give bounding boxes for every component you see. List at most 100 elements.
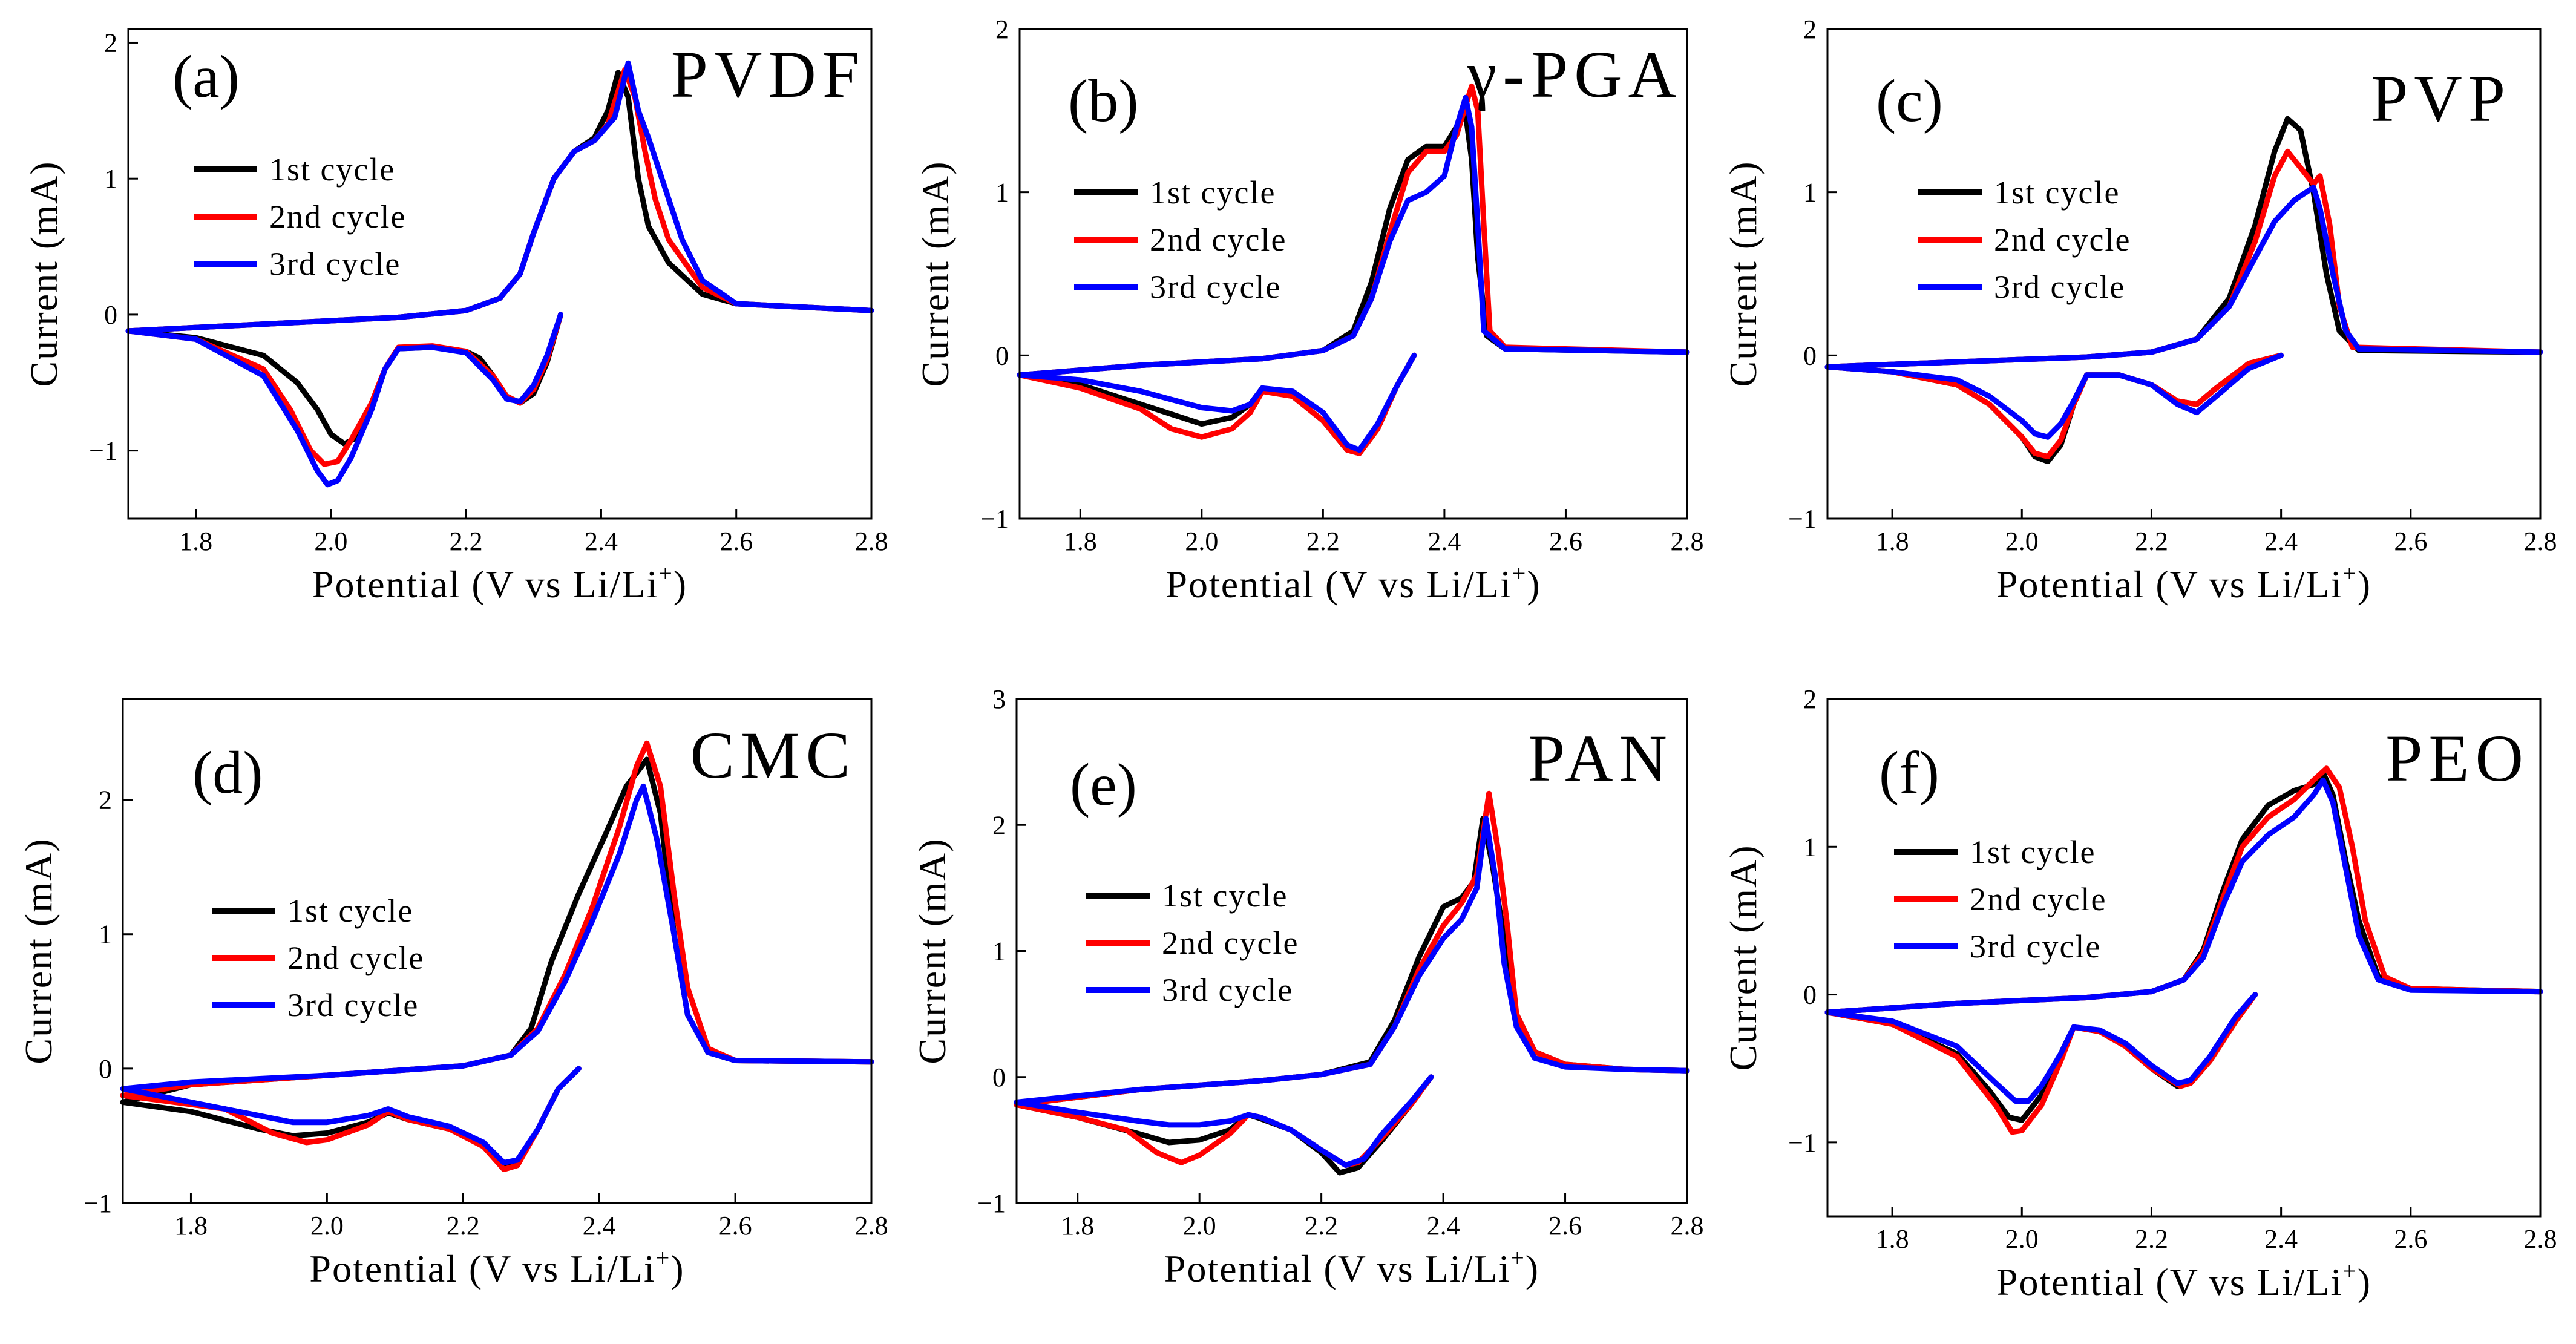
binder-title: CMC bbox=[690, 718, 856, 792]
y-tick-label: 0 bbox=[104, 300, 117, 330]
series-3-anodic-line bbox=[1014, 816, 1690, 1105]
y-axis-title: Current (mA) bbox=[911, 838, 954, 1064]
x-tick-label: 2.4 bbox=[2264, 526, 2298, 556]
series-1-cathodic-line bbox=[1014, 1074, 1434, 1176]
legend-label: 1st cycle bbox=[1150, 174, 1276, 211]
panel-d: 1.8 2.0 2.2 2.4 2.6 2.8 −1 0 1 2 Potential (V vs L… bbox=[17, 698, 888, 1290]
x-tick-label: 2.8 bbox=[855, 1211, 888, 1241]
y-tick-label: 2 bbox=[104, 28, 117, 57]
y-tick-label: 1 bbox=[992, 937, 1006, 966]
y-tick-label: 1 bbox=[1803, 178, 1817, 208]
x-tick-label: 2.8 bbox=[2524, 1224, 2557, 1254]
legend: 1st cycle 2nd cycle 3rd cycle bbox=[1918, 174, 2129, 305]
y-tick-label: −1 bbox=[980, 504, 1009, 534]
y-tick-label: 1 bbox=[1803, 832, 1817, 862]
series-2-anodic-line bbox=[1824, 148, 2543, 370]
x-tick-label: 2.2 bbox=[2135, 1224, 2168, 1254]
panel-e: 1.8 2.0 2.2 2.4 2.6 2.8 −1 0 1 2 3 Potential (V vs … bbox=[911, 684, 1704, 1290]
y-axis-title: Current (mA) bbox=[22, 160, 65, 387]
y-tick-label: 0 bbox=[99, 1054, 112, 1084]
legend-label: 1st cycle bbox=[269, 151, 395, 188]
panel-label: (a) bbox=[172, 43, 240, 110]
legend: 1st cycle 2nd cycle 3rd cycle bbox=[1086, 877, 1299, 1008]
x-tick-label: 2.2 bbox=[447, 1211, 480, 1241]
series-3-cathodic-line bbox=[1014, 1074, 1434, 1168]
plot-frame bbox=[1826, 698, 2542, 1218]
x-tick-label: 1.8 bbox=[179, 526, 212, 556]
y-axis-title: Current (mA) bbox=[914, 160, 957, 387]
y-tick-label: 2 bbox=[1803, 684, 1817, 714]
y-tick-label: 0 bbox=[1803, 980, 1817, 1010]
series-1-anodic-line bbox=[1014, 816, 1690, 1108]
x-tick-label: 2.4 bbox=[1427, 1211, 1460, 1241]
x-axis-title: Potential (V vs Li/Li+) bbox=[312, 560, 687, 606]
x-tick-label: 1.8 bbox=[1876, 526, 1909, 556]
x-tick-label: 2.8 bbox=[855, 526, 888, 556]
plot-frame bbox=[127, 28, 873, 520]
y-tick-label: 0 bbox=[1803, 341, 1817, 370]
x-tick-label: 2.0 bbox=[2005, 526, 2039, 556]
x-tick-label: 2.0 bbox=[2005, 1224, 2039, 1254]
legend-label: 3rd cycle bbox=[1970, 928, 2101, 965]
y-tick-label: 1 bbox=[104, 164, 117, 194]
panel-label: (b) bbox=[1068, 67, 1139, 134]
legend-label: 2nd cycle bbox=[1162, 925, 1299, 961]
panel-label: (d) bbox=[192, 739, 263, 806]
panel-label: (c) bbox=[1876, 67, 1943, 134]
x-tick-label: 2.2 bbox=[1305, 1211, 1338, 1241]
series-3-anodic-line bbox=[125, 60, 874, 334]
x-tick-label: 2.6 bbox=[2394, 1224, 2427, 1254]
x-tick-label: 2.4 bbox=[1427, 526, 1461, 556]
series-3-anodic-line bbox=[120, 783, 874, 1092]
y-tick-label: −1 bbox=[1788, 1128, 1817, 1158]
series-3-anodic-line bbox=[1824, 185, 2543, 370]
x-tick-label: 2.0 bbox=[310, 1211, 344, 1241]
y-tick-label: 2 bbox=[995, 15, 1009, 44]
panel-b: 1.8 2.0 2.2 2.4 2.6 2.8 −1 0 1 2 Potential (V vs L… bbox=[914, 15, 1704, 606]
series-3-cathodic-line bbox=[125, 312, 563, 488]
series-3-anodic-line bbox=[1824, 777, 2543, 1015]
legend-label: 2nd cycle bbox=[1150, 221, 1286, 258]
x-tick-label: 2.8 bbox=[1671, 526, 1704, 556]
plot-frame bbox=[1018, 28, 1688, 520]
x-tick-label: 2.8 bbox=[2524, 526, 2557, 556]
x-tick-label: 2.0 bbox=[314, 526, 347, 556]
x-axis-title: Potential (V vs Li/Li+) bbox=[1996, 560, 2371, 606]
series-3-cathodic-line bbox=[120, 1066, 582, 1165]
legend-label: 3rd cycle bbox=[1994, 269, 2125, 305]
x-axis-title: Potential (V vs Li/Li+) bbox=[309, 1244, 684, 1290]
legend-label: 2nd cycle bbox=[269, 198, 406, 235]
x-tick-label: 1.8 bbox=[1064, 526, 1097, 556]
y-tick-label: 3 bbox=[992, 684, 1006, 714]
x-tick-label: 2.4 bbox=[583, 1211, 616, 1241]
y-tick-label: −1 bbox=[89, 436, 117, 466]
y-tick-label: 2 bbox=[992, 810, 1006, 840]
x-axis-title: Potential (V vs Li/Li+) bbox=[1164, 1244, 1539, 1290]
x-tick-label: 2.2 bbox=[450, 526, 483, 556]
y-tick-label: 2 bbox=[99, 785, 112, 815]
panel-a: 1.8 2.0 2.2 2.4 2.6 2.8 −1 0 1 2 Potential (V vs L… bbox=[22, 28, 888, 606]
x-axis-title: Potential (V vs Li/Li+) bbox=[1996, 1257, 2371, 1303]
legend-label: 2nd cycle bbox=[287, 940, 424, 976]
binder-title: PVP bbox=[2371, 62, 2511, 136]
y-tick-label: 2 bbox=[1803, 15, 1817, 44]
y-tick-label: −1 bbox=[84, 1188, 112, 1218]
legend: 1st cycle 2nd cycle 3rd cycle bbox=[1894, 834, 2106, 965]
x-tick-label: 2.8 bbox=[1671, 1211, 1704, 1241]
legend-label: 1st cycle bbox=[1162, 877, 1288, 914]
y-axis-title: Current (mA) bbox=[17, 838, 60, 1064]
series-1-anodic-line bbox=[1824, 116, 2543, 370]
x-tick-label: 2.6 bbox=[2394, 526, 2427, 556]
x-axis-title: Potential (V vs Li/Li+) bbox=[1165, 560, 1541, 606]
y-tick-label: 0 bbox=[992, 1063, 1006, 1092]
y-axis-title: Current (mA) bbox=[1722, 160, 1765, 387]
legend-label: 2nd cycle bbox=[1970, 881, 2106, 917]
x-tick-label: 2.6 bbox=[719, 1211, 752, 1241]
x-tick-label: 2.6 bbox=[1549, 526, 1582, 556]
x-tick-label: 1.8 bbox=[1876, 1224, 1909, 1254]
series-3-cathodic-line bbox=[1824, 992, 2258, 1104]
binder-title: PAN bbox=[1528, 721, 1673, 795]
y-tick-label: −1 bbox=[1788, 504, 1817, 534]
panel-label: (e) bbox=[1070, 751, 1137, 818]
legend: 1st cycle 2nd cycle 3rd cycle bbox=[212, 893, 424, 1023]
